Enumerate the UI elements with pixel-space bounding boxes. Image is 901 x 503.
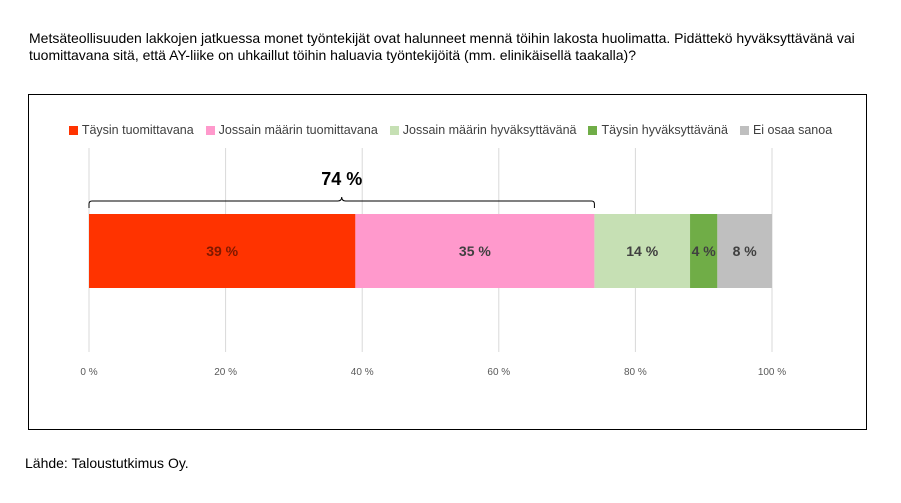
bar-segment — [717, 214, 772, 288]
legend-swatch — [588, 125, 598, 135]
x-tick-label: 20 % — [214, 367, 237, 378]
legend-swatch — [739, 125, 749, 135]
bar-segment — [594, 214, 691, 288]
legend-swatch — [68, 125, 78, 135]
bracket — [88, 196, 595, 208]
legend-label: Jossain määrin hyväksyttävänä — [402, 123, 577, 137]
x-tick-label: 0 % — [80, 367, 97, 378]
legend-item-taysin-hyvaksyttavana: Täysin hyväksyttävänä — [588, 123, 728, 137]
x-tick-label: 100 % — [758, 367, 786, 378]
legend-swatch — [205, 125, 215, 135]
legend-item-jossain-tuomittavana: Jossain määrin tuomittavana — [205, 123, 378, 137]
data-label: 4 % — [692, 243, 717, 259]
legend-label: Täysin hyväksyttävänä — [601, 123, 728, 137]
question-text: Metsäteollisuuden lakkojen jatkuessa mon… — [29, 30, 855, 63]
legend-label: Täysin tuomittavana — [81, 123, 194, 137]
data-label: 14 % — [626, 243, 658, 259]
chart-legend: Täysin tuomittavana Jossain määrin tuomi… — [0, 123, 901, 137]
legend-label: Ei osaa sanoa — [752, 123, 833, 137]
data-label: 35 % — [459, 243, 491, 259]
x-tick-label: 60 % — [487, 367, 510, 378]
x-tick-label: 80 % — [624, 367, 647, 378]
x-tick-label: 40 % — [351, 367, 374, 378]
bar-segment — [89, 214, 356, 288]
data-label: 39 % — [206, 243, 238, 259]
chart-frame — [28, 94, 867, 430]
data-label: 8 % — [733, 243, 758, 259]
bar-segment — [690, 214, 718, 288]
bracket-label: 74 % — [321, 169, 362, 189]
bar-segment — [355, 214, 595, 288]
legend-item-ei-osaa-sanoa: Ei osaa sanoa — [739, 123, 833, 137]
legend-item-taysin-tuomittavana: Täysin tuomittavana — [68, 123, 194, 137]
legend-item-jossain-hyvaksyttavana: Jossain määrin hyväksyttävänä — [389, 123, 577, 137]
legend-label: Jossain määrin tuomittavana — [218, 123, 378, 137]
source-note: Lähde: Taloustutkimus Oy. — [25, 455, 189, 471]
legend-swatch — [389, 125, 399, 135]
